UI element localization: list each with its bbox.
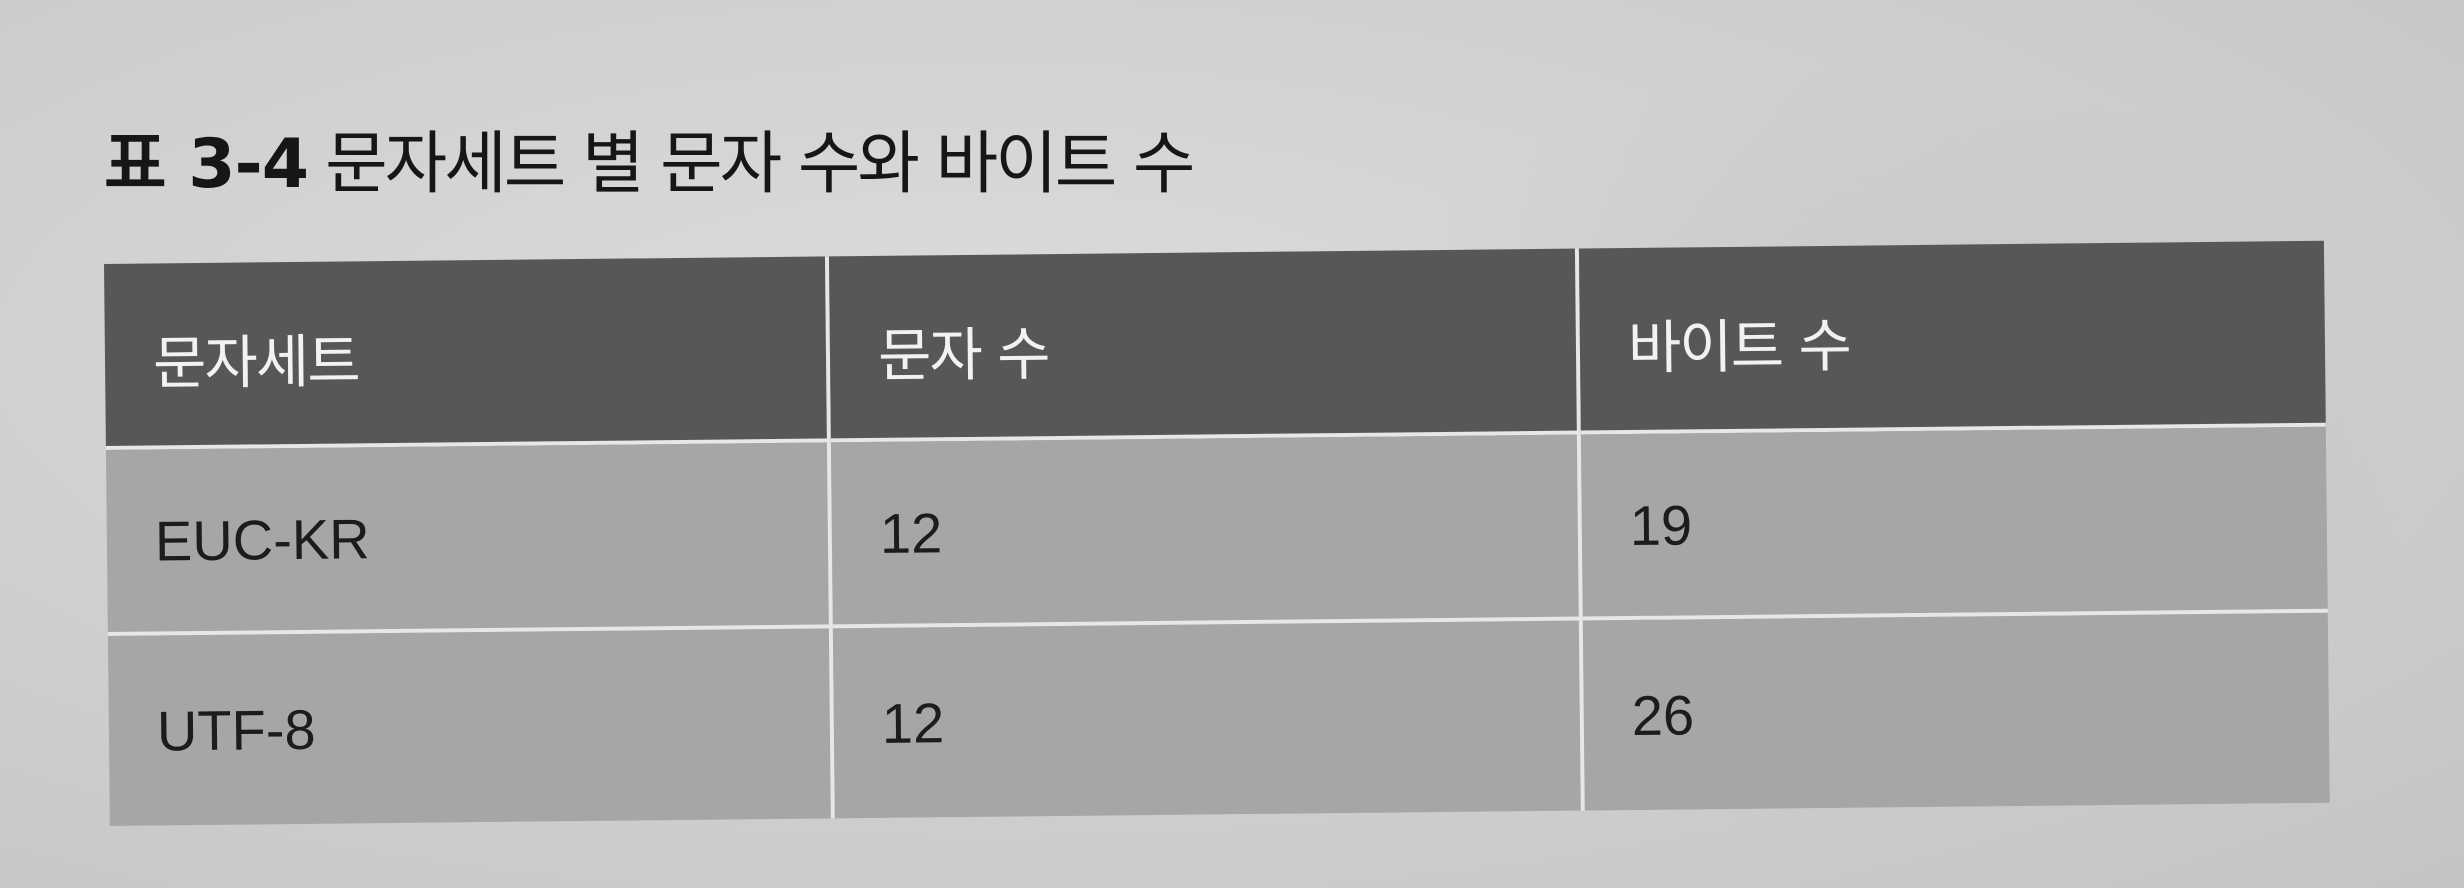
header-char-count: 문자 수: [828, 248, 1581, 443]
cell-byte-count-euc-kr: 19: [1580, 426, 2328, 621]
header-byte-count: 바이트 수: [1578, 240, 2326, 435]
table-title: 문자세트 별 문자 수와 바이트 수: [325, 125, 1195, 204]
cell-charset-utf-8: UTF-8: [107, 628, 835, 826]
cell-byte-count-utf-8: 26: [1582, 612, 2330, 811]
table-caption: 표 3-4 문자세트 별 문자 수와 바이트 수: [104, 108, 1195, 207]
cell-char-count-utf-8: 12: [832, 620, 1585, 819]
cell-charset-euc-kr: EUC-KR: [105, 442, 833, 636]
charset-table: 문자세트 문자 수 바이트 수 EUC-KR 12 19 UTF-8 12 26: [104, 240, 2330, 826]
cell-char-count-euc-kr: 12: [830, 434, 1583, 629]
header-charset: 문자세트: [104, 256, 831, 450]
table-number: 표 3-4: [104, 125, 309, 204]
